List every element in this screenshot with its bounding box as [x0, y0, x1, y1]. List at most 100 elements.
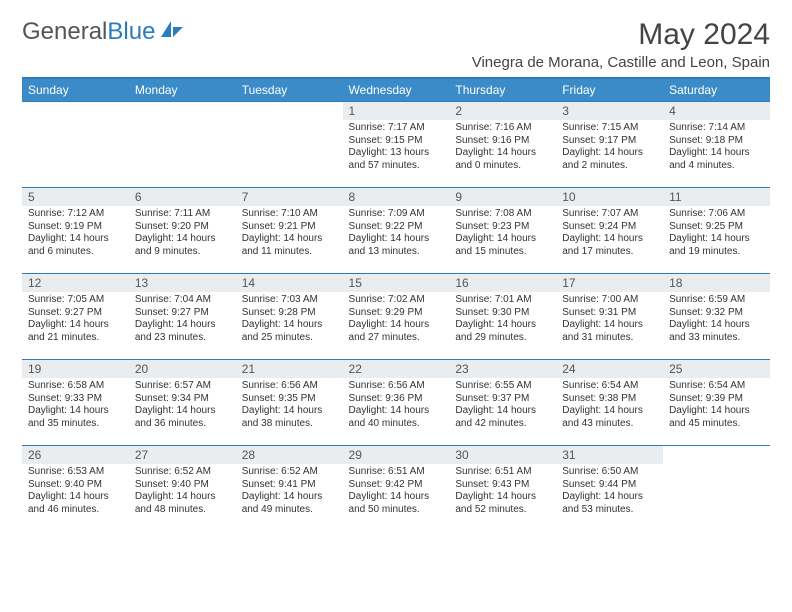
daylight-line: Daylight: 14 hours and 33 minutes.	[669, 319, 764, 344]
day-number: 22	[343, 360, 450, 378]
sunset-line: Sunset: 9:37 PM	[455, 393, 550, 406]
sunset-line: Sunset: 9:17 PM	[562, 135, 657, 148]
calendar-cell: 18Sunrise: 6:59 AMSunset: 9:32 PMDayligh…	[663, 274, 770, 360]
day-number: 6	[129, 188, 236, 206]
sunset-line: Sunset: 9:40 PM	[135, 479, 230, 492]
calendar-cell: 7Sunrise: 7:10 AMSunset: 9:21 PMDaylight…	[236, 188, 343, 274]
day-number: 9	[449, 188, 556, 206]
daylight-line: Daylight: 14 hours and 40 minutes.	[349, 405, 444, 430]
sunrise-line: Sunrise: 7:03 AM	[242, 294, 337, 307]
daylight-line: Daylight: 13 hours and 57 minutes.	[349, 147, 444, 172]
day-body: Sunrise: 7:03 AMSunset: 9:28 PMDaylight:…	[236, 292, 343, 348]
sunset-line: Sunset: 9:42 PM	[349, 479, 444, 492]
weekday-header: Thursday	[449, 79, 556, 102]
calendar-header-row: SundayMondayTuesdayWednesdayThursdayFrid…	[22, 79, 770, 102]
calendar-cell: 19Sunrise: 6:58 AMSunset: 9:33 PMDayligh…	[22, 360, 129, 446]
day-body: Sunrise: 7:10 AMSunset: 9:21 PMDaylight:…	[236, 206, 343, 262]
calendar-cell: 2Sunrise: 7:16 AMSunset: 9:16 PMDaylight…	[449, 102, 556, 188]
day-body: Sunrise: 6:55 AMSunset: 9:37 PMDaylight:…	[449, 378, 556, 434]
calendar-cell: 3Sunrise: 7:15 AMSunset: 9:17 PMDaylight…	[556, 102, 663, 188]
sunset-line: Sunset: 9:23 PM	[455, 221, 550, 234]
daylight-line: Daylight: 14 hours and 53 minutes.	[562, 491, 657, 516]
sunrise-line: Sunrise: 6:57 AM	[135, 380, 230, 393]
sunset-line: Sunset: 9:34 PM	[135, 393, 230, 406]
day-body: Sunrise: 7:06 AMSunset: 9:25 PMDaylight:…	[663, 206, 770, 262]
calendar-cell: 22Sunrise: 6:56 AMSunset: 9:36 PMDayligh…	[343, 360, 450, 446]
sunrise-line: Sunrise: 6:54 AM	[562, 380, 657, 393]
sunset-line: Sunset: 9:40 PM	[28, 479, 123, 492]
daylight-line: Daylight: 14 hours and 38 minutes.	[242, 405, 337, 430]
daylight-line: Daylight: 14 hours and 36 minutes.	[135, 405, 230, 430]
weekday-header: Monday	[129, 79, 236, 102]
sunset-line: Sunset: 9:25 PM	[669, 221, 764, 234]
sunrise-line: Sunrise: 6:52 AM	[135, 466, 230, 479]
sunset-line: Sunset: 9:28 PM	[242, 307, 337, 320]
daylight-line: Daylight: 14 hours and 45 minutes.	[669, 405, 764, 430]
calendar-week-row: 12 Sunrise: 7:05 AM Sunset: 9:27 PM Dayligh…	[22, 274, 770, 360]
weekday-header: Saturday	[663, 79, 770, 102]
calendar-week-row: 26Sunrise: 6:53 AMSunset: 9:40 PMDayligh…	[22, 446, 770, 532]
sunset-line: Sunset: 9:18 PM	[669, 135, 764, 148]
sunrise-line: Sunrise: 7:17 AM	[349, 122, 444, 135]
day-number: 28	[236, 446, 343, 464]
calendar-cell	[129, 102, 236, 188]
sunset-line: Sunset: 9:24 PM	[562, 221, 657, 234]
day-number: 15	[343, 274, 450, 292]
sunset-line: Sunset: 9:22 PM	[349, 221, 444, 234]
calendar-cell: 4Sunrise: 7:14 AMSunset: 9:18 PMDaylight…	[663, 102, 770, 188]
calendar-cell: 28Sunrise: 6:52 AMSunset: 9:41 PMDayligh…	[236, 446, 343, 532]
page-title: May 2024	[472, 18, 770, 52]
sunset-line: Sunset: 9:38 PM	[562, 393, 657, 406]
daylight-line: Daylight: 14 hours and 19 minutes.	[669, 233, 764, 258]
sunset-line: Sunset: 9:39 PM	[669, 393, 764, 406]
day-body: Sunrise: 6:58 AMSunset: 9:33 PMDaylight:…	[22, 378, 129, 434]
day-number: 23	[449, 360, 556, 378]
sunset-line: Sunset: 9:19 PM	[28, 221, 123, 234]
sunrise-line: Sunrise: 7:16 AM	[455, 122, 550, 135]
calendar-cell	[22, 102, 129, 188]
day-body: Sunrise: 6:52 AMSunset: 9:40 PMDaylight:…	[129, 464, 236, 520]
calendar-cell: 10Sunrise: 7:07 AMSunset: 9:24 PMDayligh…	[556, 188, 663, 274]
sunrise-line: Sunrise: 7:05 AM	[28, 294, 123, 307]
day-number: 25	[663, 360, 770, 378]
calendar-cell: 30Sunrise: 6:51 AMSunset: 9:43 PMDayligh…	[449, 446, 556, 532]
day-number: 7	[236, 188, 343, 206]
day-number: 1	[343, 102, 450, 120]
day-number: 30	[449, 446, 556, 464]
sunrise-line: Sunrise: 6:53 AM	[28, 466, 123, 479]
sunset-line: Sunset: 9:36 PM	[349, 393, 444, 406]
calendar-cell: 17Sunrise: 7:00 AMSunset: 9:31 PMDayligh…	[556, 274, 663, 360]
day-body: Sunrise: 6:50 AMSunset: 9:44 PMDaylight:…	[556, 464, 663, 520]
calendar-cell: 12Sunrise: 7:05 AMSunset: 9:27 PMDayligh…	[22, 274, 129, 360]
sunset-line: Sunset: 9:27 PM	[135, 307, 230, 320]
daylight-line: Daylight: 14 hours and 48 minutes.	[135, 491, 230, 516]
day-body: Sunrise: 6:56 AMSunset: 9:36 PMDaylight:…	[343, 378, 450, 434]
day-number: 8	[343, 188, 450, 206]
sunrise-line: Sunrise: 6:51 AM	[349, 466, 444, 479]
day-number: 12	[22, 274, 129, 292]
calendar-cell: 23Sunrise: 6:55 AMSunset: 9:37 PMDayligh…	[449, 360, 556, 446]
calendar-week-row: 5Sunrise: 7:12 AMSunset: 9:19 PMDaylight…	[22, 188, 770, 274]
calendar-body: 1Sunrise: 7:17 AMSunset: 9:15 PMDaylight…	[22, 102, 770, 532]
day-number: 31	[556, 446, 663, 464]
day-number: 17	[556, 274, 663, 292]
day-number: 20	[129, 360, 236, 378]
sunrise-line: Sunrise: 7:11 AM	[135, 208, 230, 221]
calendar-week-row: 19Sunrise: 6:58 AMSunset: 9:33 PMDayligh…	[22, 360, 770, 446]
weekday-header: Friday	[556, 79, 663, 102]
day-body: Sunrise: 7:17 AMSunset: 9:15 PMDaylight:…	[343, 120, 450, 176]
daylight-line: Daylight: 14 hours and 9 minutes.	[135, 233, 230, 258]
day-body: Sunrise: 6:56 AMSunset: 9:35 PMDaylight:…	[236, 378, 343, 434]
sunset-line: Sunset: 9:32 PM	[669, 307, 764, 320]
sunset-line: Sunset: 9:43 PM	[455, 479, 550, 492]
sunrise-line: Sunrise: 6:54 AM	[669, 380, 764, 393]
day-body: Sunrise: 6:52 AMSunset: 9:41 PMDaylight:…	[236, 464, 343, 520]
location-subtitle: Vinegra de Morana, Castille and Leon, Sp…	[472, 54, 770, 71]
calendar-cell: 16Sunrise: 7:01 AMSunset: 9:30 PMDayligh…	[449, 274, 556, 360]
sunrise-line: Sunrise: 7:08 AM	[455, 208, 550, 221]
title-block: May 2024 Vinegra de Morana, Castille and…	[472, 18, 770, 71]
day-body: Sunrise: 7:11 AMSunset: 9:20 PMDaylight:…	[129, 206, 236, 262]
day-body: Sunrise: 7:01 AMSunset: 9:30 PMDaylight:…	[449, 292, 556, 348]
calendar-cell	[663, 446, 770, 532]
sunrise-line: Sunrise: 6:55 AM	[455, 380, 550, 393]
